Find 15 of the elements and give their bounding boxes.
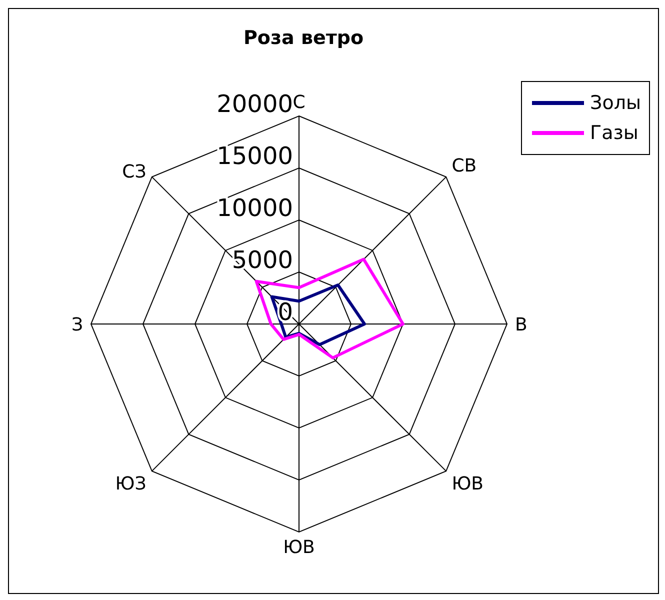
y-tick-label: 5000 (232, 246, 293, 274)
spoke-label: В (515, 314, 528, 336)
spoke-label: ЮЗ (115, 474, 146, 495)
chart-title: Роза ветро (242, 27, 365, 49)
spoke-label: СЗ (122, 162, 146, 183)
spoke-label: ЮВ (452, 474, 484, 495)
y-tick-label: 10000 (216, 194, 293, 222)
spoke-label: ЮВ (283, 536, 315, 558)
spoke-label: З (71, 314, 83, 336)
y-tick-label: 20000 (216, 90, 293, 118)
legend-label: Газы (590, 121, 638, 146)
y-tick-label: 15000 (216, 142, 293, 170)
spoke-label: С (292, 92, 306, 113)
spoke-label: СВ (452, 155, 477, 176)
legend-label: Золы (590, 91, 641, 116)
